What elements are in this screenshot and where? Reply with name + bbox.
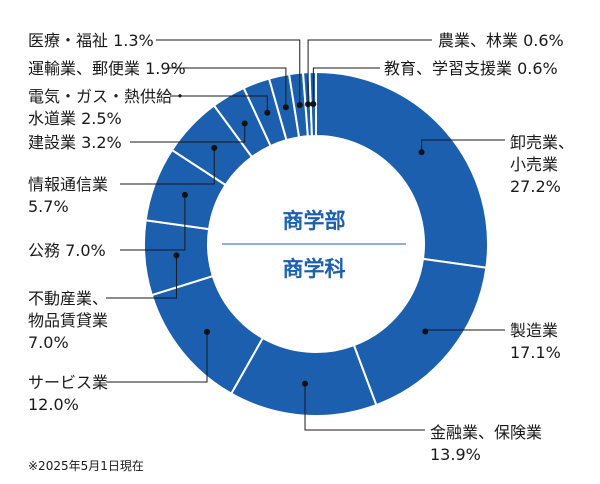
- slice-label-line: 製造業: [510, 321, 558, 340]
- leader-line-2: [304, 383, 425, 431]
- footnote: ※2025年5月1日現在: [28, 459, 144, 473]
- slice-label-10: 医療・福祉 1.3%: [28, 31, 154, 50]
- leader-line-12: [312, 67, 380, 105]
- slice-dot-10: [296, 101, 303, 108]
- slice-dot-5: [181, 191, 188, 198]
- slice-label-line: 27.2%: [510, 177, 561, 196]
- slice-dot-4: [173, 252, 180, 259]
- slice-label-line: 小売業: [510, 155, 558, 174]
- slice-label-line: 情報通信業: [28, 175, 108, 194]
- slice-1: [352, 257, 488, 407]
- slice-label-line: 金融業、保険業: [430, 423, 542, 442]
- slice-label-7: 建設業 3.2%: [28, 133, 122, 152]
- slice-label-0: 卸売業、小売業 27.2%: [510, 133, 574, 196]
- slice-label-5: 公務 7.0%: [28, 241, 106, 260]
- slice-label-4: 不動産業、物品賃貸業 7.0%: [28, 289, 108, 352]
- slice-dot-2: [302, 380, 309, 387]
- slice-label-line: 公務 7.0%: [28, 241, 106, 260]
- slice-0: [315, 70, 489, 269]
- slice-dot-0: [418, 149, 425, 156]
- slice-label-line: 水道業 2.5%: [28, 109, 122, 128]
- slice-label-11: 農業、林業 0.6%: [438, 31, 564, 50]
- leader-line-8: [170, 95, 268, 113]
- label-group: 卸売業、小売業 27.2% 製造業 17.1% 金融業、保険業 13.9% サービス業 12.…: [28, 31, 574, 464]
- slice-dot-1: [422, 328, 429, 335]
- slice-label-line: 12.0%: [28, 395, 79, 414]
- slice-label-line: 不動産業、: [28, 289, 108, 308]
- slice-dot-8: [264, 109, 271, 116]
- leader-line-4: [106, 255, 177, 299]
- slice-dot-9: [282, 104, 289, 111]
- slice-label-line: 17.1%: [510, 343, 561, 362]
- center-label-line2: 商学科: [283, 257, 346, 281]
- slice-label-line: 物品賃貸業: [28, 311, 108, 330]
- slice-label-2: 金融業、保険業 13.9%: [430, 423, 542, 464]
- slice-label-line: 運輸業、郵便業 1.9%: [28, 59, 186, 78]
- slice-dot-3: [204, 328, 211, 335]
- slice-label-8: 電気・ガス・熱供給・水道業 2.5%: [28, 87, 188, 128]
- leader-line-11: [307, 39, 432, 105]
- slice-label-12: 教育、学習支援業 0.6%: [384, 59, 558, 78]
- slice-label-line: 建設業 3.2%: [28, 133, 122, 152]
- leader-group: [106, 39, 505, 431]
- slice-label-line: 13.9%: [430, 445, 481, 464]
- leader-line-3: [106, 331, 208, 383]
- leader-line-9: [168, 67, 287, 108]
- slice-label-line: 電気・ガス・熱供給・: [28, 87, 188, 106]
- slice-label-3: サービス業 12.0%: [28, 373, 108, 414]
- slice-label-line: 医療・福祉 1.3%: [28, 31, 154, 50]
- slice-label-6: 情報通信業 5.7%: [28, 175, 108, 216]
- leader-line-10: [156, 39, 301, 105]
- leader-line-0: [421, 139, 505, 153]
- slice-label-line: 5.7%: [28, 197, 69, 216]
- center-label-line1: 商学部: [283, 209, 346, 233]
- slice-dot-12: [310, 101, 317, 108]
- leader-line-7: [130, 123, 246, 143]
- slice-label-line: 7.0%: [28, 333, 69, 352]
- slice-dot-6: [211, 144, 218, 151]
- slice-dot-7: [241, 120, 248, 127]
- slice-label-line: 農業、林業 0.6%: [438, 31, 564, 50]
- slice-label-9: 運輸業、郵便業 1.9%: [28, 59, 186, 78]
- leader-line-5: [120, 194, 186, 251]
- slice-label-line: サービス業: [28, 373, 108, 392]
- slice-group: [143, 70, 489, 417]
- slice-label-line: 卸売業、: [510, 133, 574, 152]
- slice-dot-11: [305, 101, 312, 108]
- slice-label-1: 製造業 17.1%: [510, 321, 561, 362]
- leader-line-6: [120, 147, 215, 185]
- slice-label-line: 教育、学習支援業 0.6%: [384, 59, 558, 78]
